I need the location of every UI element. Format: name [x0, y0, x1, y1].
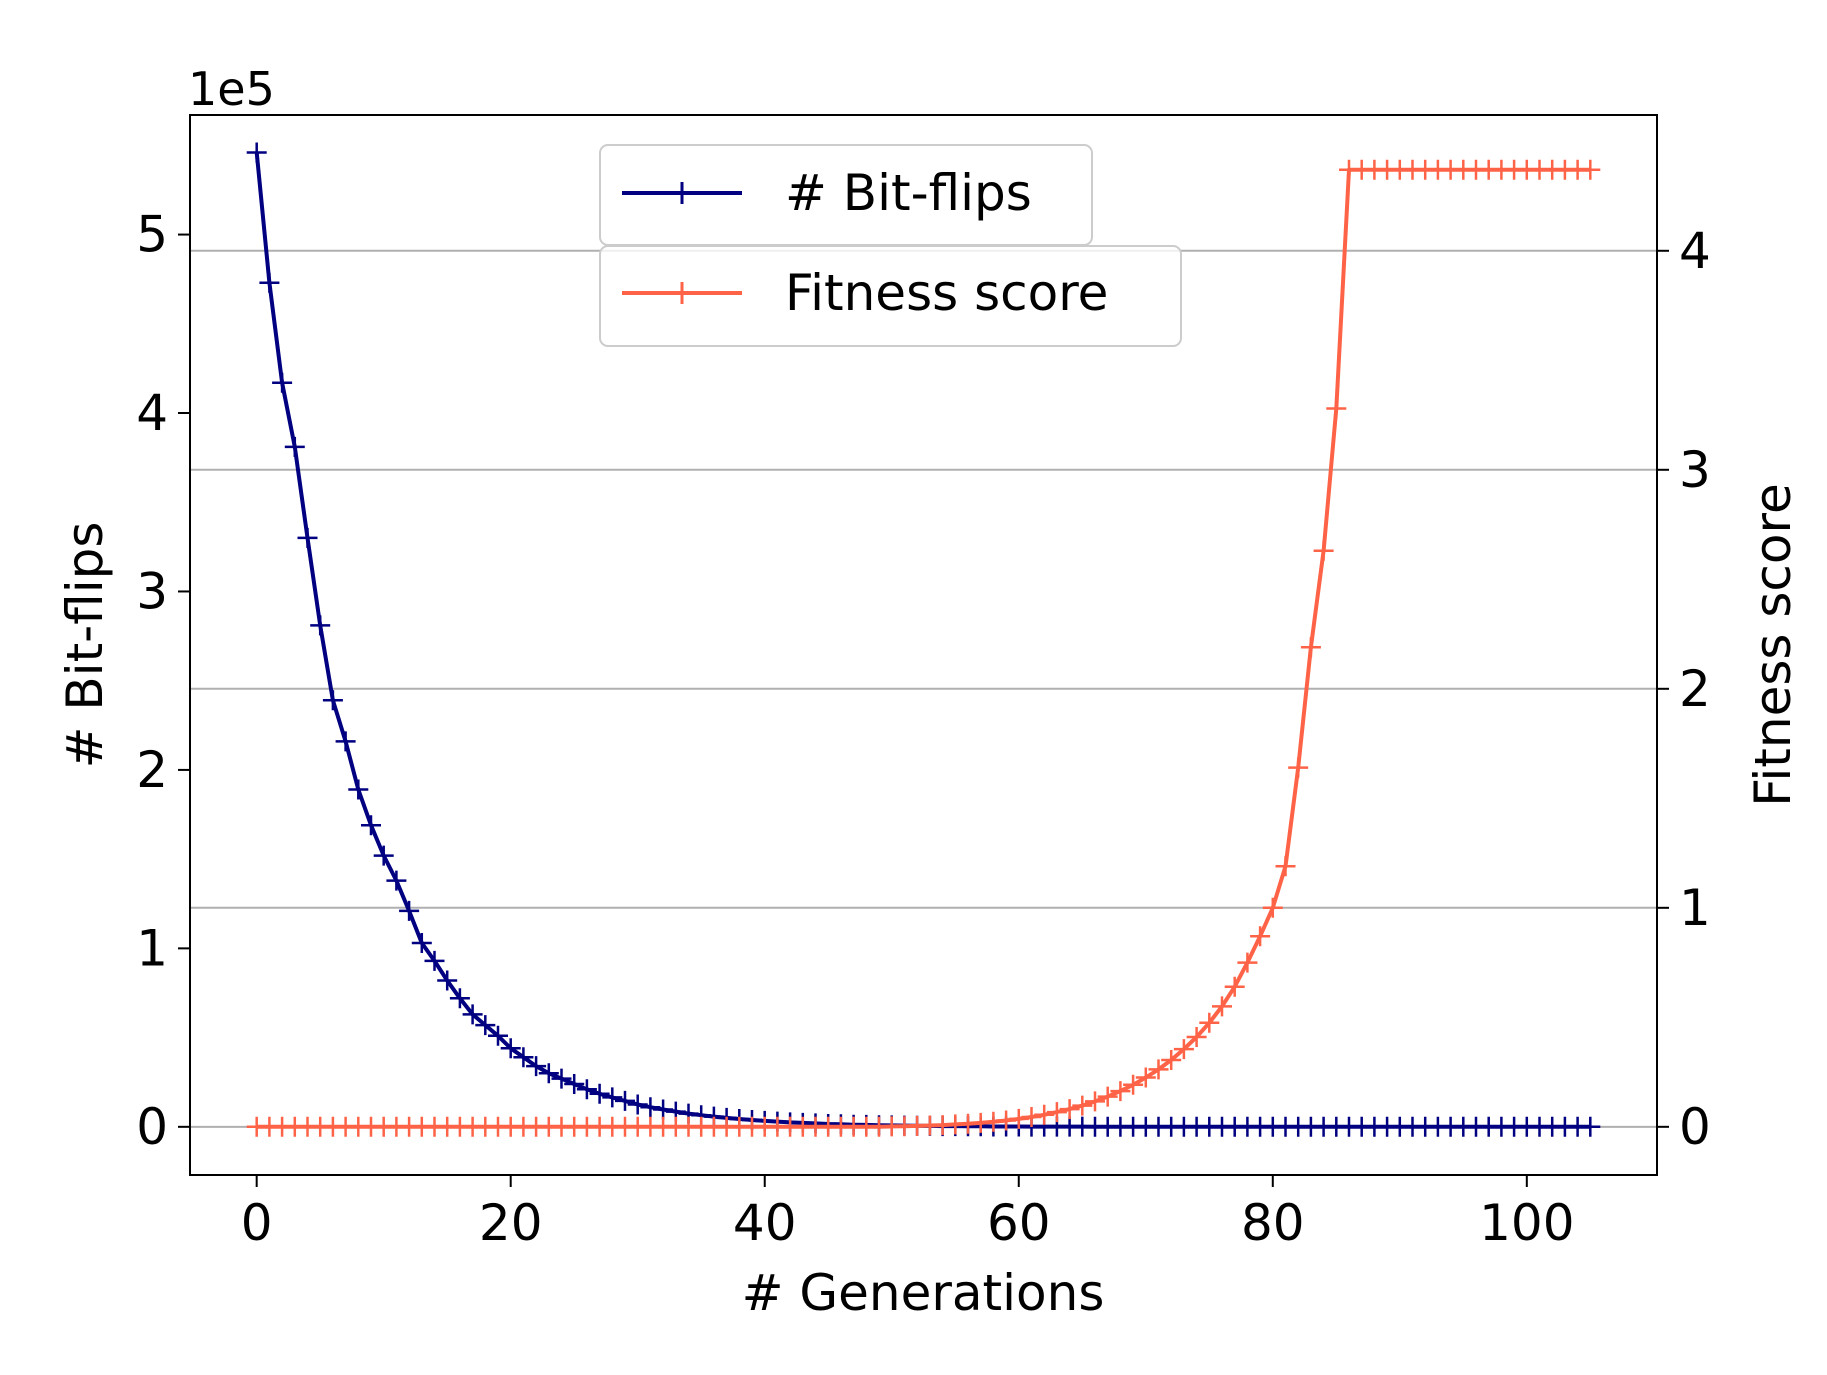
left-y-tick-label: 0: [136, 1098, 168, 1156]
data-point-bit-flips: [310, 615, 331, 636]
data-point-bit-flips: [348, 779, 369, 800]
series-layer: [246, 142, 1601, 1137]
data-point-fitness-score: [1046, 1102, 1067, 1123]
left-y-tick-label: 2: [136, 741, 168, 799]
data-point-bit-flips: [1580, 1116, 1601, 1137]
data-point-fitness-score: [1123, 1074, 1144, 1095]
x-tick-label: 100: [1479, 1194, 1574, 1252]
right-y-tick-label: 4: [1679, 222, 1711, 280]
data-point-bit-flips: [475, 1015, 496, 1036]
data-point-fitness-score: [1021, 1107, 1042, 1127]
left-y-tick-label: 4: [136, 384, 168, 442]
data-point-bit-flips: [602, 1087, 623, 1108]
data-point-fitness-score: [1212, 996, 1232, 1017]
data-point-bit-flips: [551, 1068, 572, 1089]
legend-entry-fitness-score: Fitness score: [599, 245, 1182, 347]
data-point-bit-flips: [424, 950, 445, 971]
legend-label-fitness-score: Fitness score: [785, 264, 1108, 322]
data-point-fitness-score: [1186, 1027, 1207, 1047]
data-point-fitness-score: [1161, 1050, 1182, 1070]
series-fitness-score: [246, 159, 1601, 1137]
data-point-bit-flips: [653, 1099, 674, 1120]
data-point-fitness-score: [1148, 1059, 1169, 1080]
right-y-tick-label: 3: [1679, 441, 1711, 499]
data-point-bit-flips: [284, 436, 305, 457]
data-point-fitness-score: [1262, 897, 1283, 918]
data-point-fitness-score: [1326, 398, 1347, 419]
x-tick-label: 60: [987, 1194, 1051, 1252]
data-point-fitness-score: [1224, 976, 1245, 997]
legend-marker-bit-flips: [671, 182, 693, 204]
data-point-bit-flips: [386, 870, 407, 891]
legend-marker-fitness-score: [671, 282, 693, 304]
data-point-bit-flips: [361, 815, 381, 836]
data-point-bit-flips: [437, 970, 458, 991]
data-point-fitness-score: [1199, 1012, 1220, 1033]
data-point-bit-flips: [576, 1079, 597, 1100]
left-y-tick-label: 1: [136, 919, 168, 977]
right-y-axis-label: Fitness score: [1744, 483, 1802, 806]
gridlines: [190, 249, 1657, 1128]
data-point-bit-flips: [246, 142, 267, 163]
left-y-axis-label: # Bit-flips: [56, 522, 114, 769]
data-point-bit-flips: [411, 933, 432, 953]
right-y-tick-label: 1: [1679, 879, 1711, 937]
data-point-bit-flips: [500, 1038, 521, 1059]
x-tick-label: 20: [479, 1194, 543, 1252]
data-point-fitness-score: [1034, 1104, 1055, 1125]
data-point-fitness-score: [1313, 540, 1334, 561]
legend-label-bit-flips: # Bit-flips: [785, 164, 1032, 222]
data-point-bit-flips: [538, 1063, 559, 1084]
data-point-bit-flips: [640, 1097, 661, 1118]
data-point-bit-flips: [259, 272, 280, 293]
data-point-bit-flips: [462, 1004, 483, 1025]
left-y-tick-label: 3: [136, 562, 168, 620]
data-point-bit-flips: [373, 845, 394, 866]
data-point-bit-flips: [589, 1083, 610, 1104]
data-point-bit-flips: [322, 690, 343, 711]
data-point-fitness-score: [1288, 757, 1309, 778]
data-point-bit-flips: [627, 1094, 648, 1115]
data-point-fitness-score: [1173, 1039, 1194, 1060]
right-y-tick-label: 2: [1679, 660, 1711, 718]
data-point-fitness-score: [1135, 1067, 1156, 1088]
left-axis-multiplier: 1e5: [188, 62, 275, 116]
x-tick-label: 0: [241, 1194, 273, 1252]
plot-frame: [189, 114, 1658, 1176]
data-point-bit-flips: [488, 1025, 508, 1046]
x-tick-label: 80: [1241, 1194, 1305, 1252]
data-point-bit-flips: [449, 988, 470, 1009]
data-point-fitness-score: [1008, 1108, 1029, 1129]
data-point-bit-flips: [399, 900, 420, 921]
data-point-bit-flips: [615, 1090, 635, 1111]
data-point-fitness-score: [1300, 637, 1321, 658]
data-point-fitness-score: [1059, 1099, 1080, 1120]
data-point-fitness-score: [996, 1110, 1017, 1131]
data-point-fitness-score: [1580, 159, 1601, 180]
data-point-bit-flips: [513, 1047, 534, 1068]
x-axis-label: # Generations: [742, 1264, 1105, 1322]
data-point-bit-flips: [335, 731, 356, 752]
right-y-tick-label: 0: [1679, 1098, 1711, 1156]
legend-box-fitness-score: [599, 245, 1182, 347]
left-y-tick-label: 5: [136, 206, 168, 264]
data-point-fitness-score: [1085, 1091, 1105, 1112]
data-point-fitness-score: [1097, 1086, 1118, 1107]
data-point-bit-flips: [564, 1074, 585, 1094]
data-point-bit-flips: [272, 372, 293, 393]
legend-entry-bit-flips: # Bit-flips: [599, 144, 1093, 246]
data-point-bit-flips: [297, 527, 318, 548]
data-point-fitness-score: [1237, 952, 1258, 973]
data-point-fitness-score: [1275, 856, 1296, 877]
x-tick-label: 40: [733, 1194, 797, 1252]
data-point-bit-flips: [526, 1056, 547, 1077]
data-point-fitness-score: [1250, 926, 1271, 947]
data-point-fitness-score: [1110, 1081, 1131, 1102]
axes: 0 20 40 60 80 100 0 1 2 3 4 5 0 1 2 3 4: [136, 206, 1711, 1252]
data-point-fitness-score: [983, 1111, 1004, 1132]
data-point-fitness-score: [1072, 1095, 1093, 1116]
